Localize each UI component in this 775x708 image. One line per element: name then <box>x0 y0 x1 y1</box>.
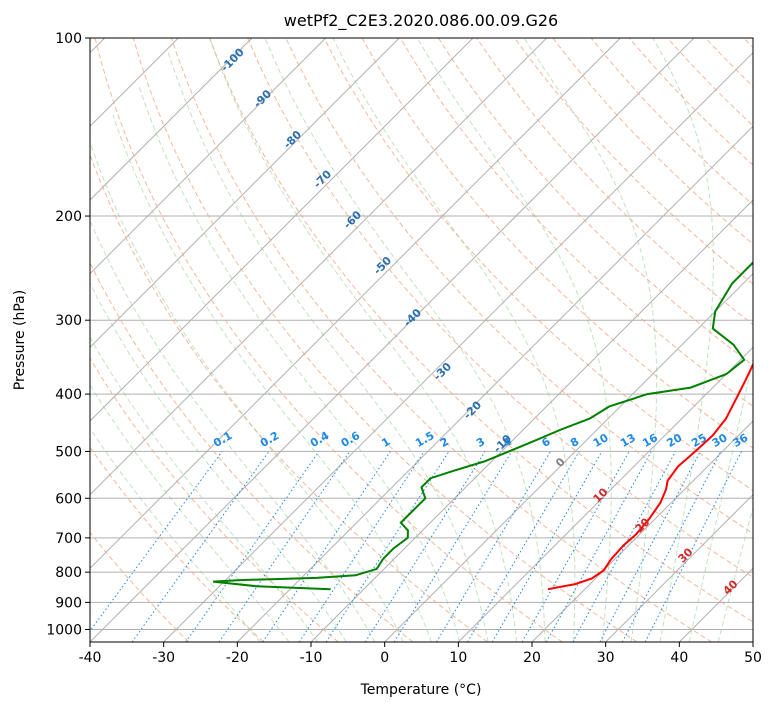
moist-adiabat-line <box>688 356 753 642</box>
y-tick-label: 500 <box>55 444 82 460</box>
dry-adiabat-line <box>94 38 563 642</box>
mixing-ratio-line <box>435 451 552 642</box>
isotherm-line <box>90 38 253 201</box>
x-tick-label: 40 <box>670 650 688 666</box>
isotherm-line <box>90 38 695 642</box>
x-tick-label: 30 <box>597 650 615 666</box>
y-axis-ticks: 1000 900 800 700 600 500 400 300 200 100 <box>46 31 90 638</box>
mixing-ratio-line <box>325 451 450 642</box>
moist-adiabat-line <box>652 38 714 642</box>
mixing-ratio-line <box>572 451 676 642</box>
mixing-ratio-line <box>491 451 603 642</box>
isotherm-line <box>605 493 753 642</box>
x-tick-label: -10 <box>300 650 323 666</box>
y-tick-label: 900 <box>55 595 82 611</box>
y-tick-label: 300 <box>55 313 82 329</box>
dry-adiabats <box>90 38 753 642</box>
moist-adiabat-line <box>138 84 461 642</box>
dry-adiabat-line <box>323 38 753 492</box>
mixing-ratio-lines <box>90 451 742 642</box>
mixing-ratio-line <box>90 451 223 632</box>
isotherm-line <box>531 420 753 642</box>
dry-adiabat-line <box>514 38 753 285</box>
y-tick-label: 800 <box>55 565 82 581</box>
y-tick-label: 1000 <box>46 622 82 638</box>
x-axis-label: Temperature (°C) <box>360 682 482 698</box>
moist-adiabat-line <box>112 114 432 642</box>
dry-adiabat-line <box>90 446 264 642</box>
mixing-ratio-line <box>467 451 580 642</box>
moist-adiabat-line <box>90 140 404 642</box>
isotherm-line <box>90 38 548 496</box>
moist-adiabat-line <box>523 38 658 642</box>
isotherm-line <box>90 38 621 570</box>
y-tick-label: 700 <box>55 531 82 547</box>
isotherm-line <box>236 125 753 642</box>
dewpoint-profile-line <box>212 261 753 591</box>
mixing-ratio-line <box>393 451 513 642</box>
dry-adiabat-line <box>170 38 712 642</box>
x-tick-label: -40 <box>79 650 102 666</box>
moist-adiabat-line <box>90 282 347 642</box>
mixing-ratio-line <box>364 451 486 642</box>
dry-adiabat-line <box>209 38 753 623</box>
isotherm-line <box>384 272 753 642</box>
isotherm-line <box>163 51 753 642</box>
isotherm-line <box>457 346 753 642</box>
skewed-isotherms <box>90 38 753 642</box>
dry-adiabat-line <box>399 38 753 408</box>
moist-adiabat-line <box>209 38 517 642</box>
dry-adiabat-line <box>90 261 414 642</box>
chart-title: wetPf2_C2E3.2020.086.00.09.G26 <box>284 11 558 31</box>
isotherm-line <box>90 38 327 275</box>
moist-adiabats <box>90 38 753 642</box>
x-tick-label: -30 <box>152 650 175 666</box>
dry-adiabat-line <box>90 357 339 642</box>
mixing-ratio-line <box>545 451 652 642</box>
y-tick-label: 100 <box>55 31 82 47</box>
x-tick-label: -20 <box>226 650 249 666</box>
moist-adiabat-line <box>416 38 612 642</box>
x-tick-label: 50 <box>744 650 762 666</box>
y-axis-label: Pressure (hPa) <box>12 290 28 390</box>
dry-adiabat-line <box>90 153 488 642</box>
plot-frame <box>89 37 754 643</box>
profile-series <box>212 261 753 591</box>
x-axis-ticks: -40 -30 -20 -10 0 10 20 30 40 50 <box>79 642 762 666</box>
x-tick-label: 0 <box>380 650 389 666</box>
y-tick-label: 200 <box>55 209 82 225</box>
dry-adiabat-line <box>247 38 753 578</box>
x-tick-label: 10 <box>449 650 467 666</box>
plot-area <box>90 38 753 642</box>
y-tick-label: 400 <box>55 387 82 403</box>
moist-adiabat-line <box>332 38 576 642</box>
moist-adiabat-line <box>167 50 489 642</box>
mixing-ratio-line <box>185 451 320 642</box>
moist-adiabat-line <box>264 38 546 642</box>
temperature-profile-line <box>547 362 753 591</box>
isotherm-line <box>90 38 474 422</box>
mixing-ratio-line <box>218 451 351 642</box>
x-tick-label: 20 <box>523 650 541 666</box>
dry-adiabat-line <box>437 38 753 366</box>
dry-adiabat-line <box>132 38 638 642</box>
y-tick-label: 600 <box>55 491 82 507</box>
dry-adiabat-line <box>90 531 190 642</box>
moist-adiabat-line <box>90 427 261 642</box>
isotherm-line <box>90 38 400 349</box>
mixing-ratio-line <box>131 451 270 642</box>
mixing-ratio-line <box>521 451 630 642</box>
moist-adiabat-line <box>717 506 753 642</box>
